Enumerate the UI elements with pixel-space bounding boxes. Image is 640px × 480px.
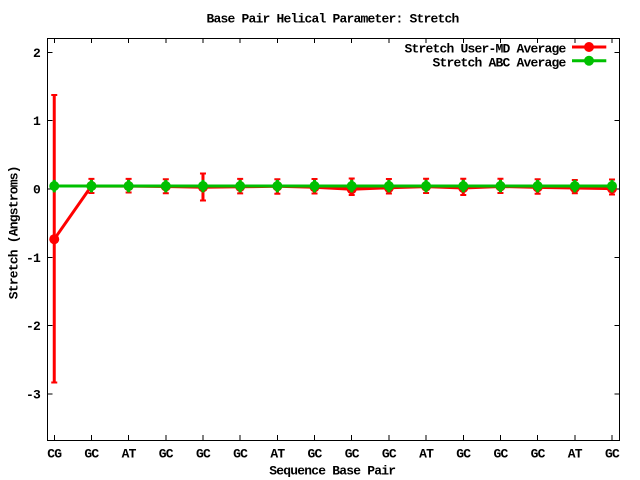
- svg-text:GC: GC: [159, 447, 174, 462]
- svg-text:GC: GC: [493, 447, 508, 462]
- svg-text:AT: AT: [270, 447, 285, 462]
- svg-text:GC: GC: [196, 447, 211, 462]
- svg-text:-1: -1: [26, 251, 41, 266]
- svg-text:GC: GC: [531, 447, 546, 462]
- svg-text:AT: AT: [568, 447, 583, 462]
- svg-text:2: 2: [33, 46, 41, 61]
- svg-text:0: 0: [33, 183, 41, 198]
- svg-text:CG: CG: [47, 447, 62, 462]
- svg-text:-2: -2: [26, 319, 41, 334]
- svg-text:GC: GC: [382, 447, 397, 462]
- svg-text:1: 1: [33, 114, 41, 129]
- svg-text:GC: GC: [233, 447, 248, 462]
- svg-text:GC: GC: [605, 447, 620, 462]
- svg-text:-3: -3: [26, 388, 41, 403]
- svg-text:Stretch ABC Average: Stretch ABC Average: [432, 55, 566, 70]
- svg-text:GC: GC: [84, 447, 99, 462]
- svg-text:GC: GC: [308, 447, 323, 462]
- svg-text:Base Pair Helical Parameter: S: Base Pair Helical Parameter: Stretch: [206, 11, 459, 26]
- svg-text:Sequence Base Pair: Sequence Base Pair: [269, 464, 395, 479]
- svg-text:Stretch User-MD Average: Stretch User-MD Average: [404, 42, 566, 57]
- svg-text:GC: GC: [345, 447, 360, 462]
- svg-text:AT: AT: [419, 447, 434, 462]
- svg-text:Stretch (Angstroms): Stretch (Angstroms): [7, 166, 22, 299]
- svg-text:GC: GC: [456, 447, 471, 462]
- svg-text:AT: AT: [122, 447, 137, 462]
